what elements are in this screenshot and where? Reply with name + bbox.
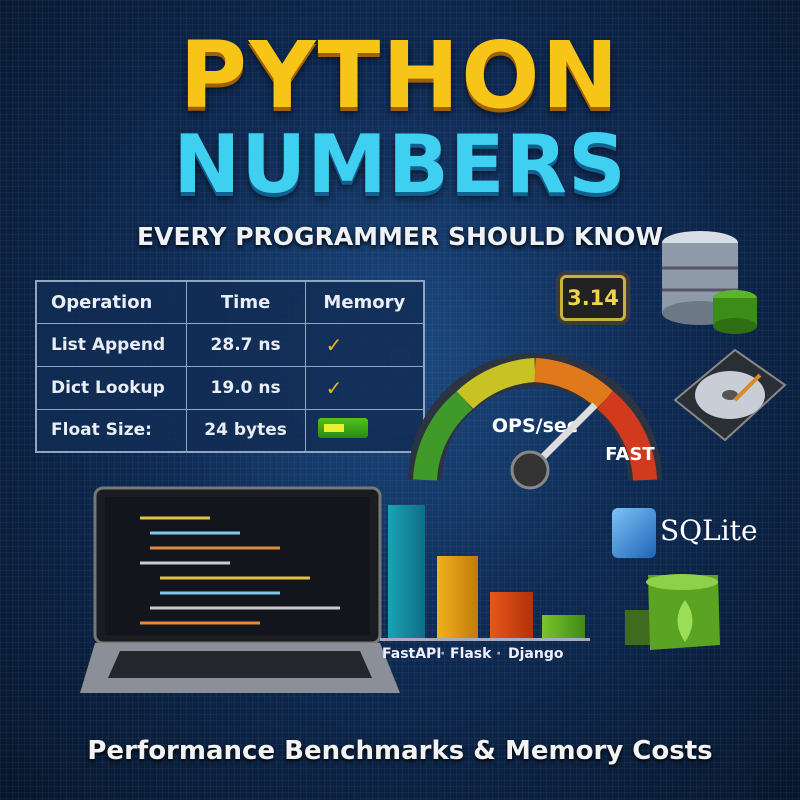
bar-fastapi: [388, 505, 425, 638]
laptop-icon: [80, 486, 400, 693]
separator: ·: [440, 646, 446, 662]
label-flask: Flask: [450, 646, 492, 662]
speed-gauge: OPS/sec FAST: [408, 353, 662, 490]
footer-caption: Performance Benchmarks & Memory Costs: [87, 736, 713, 766]
time-cell: 19.0 ns: [185, 365, 306, 410]
sqlite-logo: SQLite: [612, 500, 772, 565]
gauge-fast-label: FAST: [605, 444, 655, 465]
table-row: List Append 28.7 ns ✓: [35, 322, 425, 367]
header-memory: Memory: [304, 280, 425, 324]
time-cell: 24 bytes: [185, 408, 306, 453]
benchmark-table: Operation Time Memory List Append 28.7 n…: [35, 280, 425, 453]
header-operation: Operation: [35, 280, 187, 324]
separator: ·: [496, 646, 502, 662]
label-django: Django: [508, 646, 564, 662]
hard-drive-icon: [673, 348, 787, 442]
table-row: Dict Lookup 19.0 ns ✓: [35, 365, 425, 410]
operation-cell: Dict Lookup: [35, 365, 187, 410]
sqlite-text: SQLite: [660, 514, 758, 547]
cpu-chip-icon: 3.14: [560, 275, 626, 321]
title-python: PYTHON: [179, 22, 621, 129]
chart-baseline: [380, 638, 590, 641]
gauge-label: OPS/sec: [492, 415, 578, 437]
title-numbers: NUMBERS: [173, 118, 627, 211]
subtitle: EVERY PROGRAMMER SHOULD KNOW: [137, 222, 663, 251]
green-package-icon: [625, 574, 720, 650]
header-time: Time: [185, 280, 306, 324]
operation-cell: List Append: [35, 322, 187, 367]
table-row: Float Size: 24 bytes: [35, 408, 425, 453]
check-icon: ✓: [325, 332, 343, 357]
label-fastapi: FastAPI: [382, 646, 442, 662]
sqlite-feather-icon: [612, 508, 656, 558]
time-cell: 28.7 ns: [185, 322, 306, 367]
bar-flask: [437, 556, 478, 638]
database-icon: [662, 231, 757, 334]
operation-cell: Float Size:: [35, 408, 187, 453]
table-header-row: Operation Time Memory: [35, 280, 425, 324]
check-icon: ✓: [325, 375, 343, 400]
bar-extra: [542, 615, 585, 638]
memory-stick-icon: [317, 417, 368, 438]
bar-django: [490, 592, 533, 638]
